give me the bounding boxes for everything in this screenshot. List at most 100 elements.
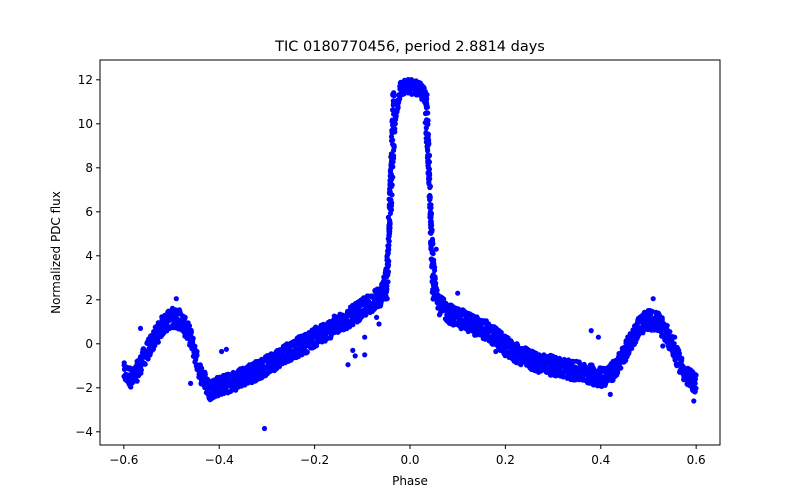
data-point <box>188 329 194 335</box>
outlier-point <box>345 362 351 368</box>
data-point <box>386 233 392 239</box>
data-point <box>679 355 685 361</box>
data-points <box>121 77 699 432</box>
outlier-point <box>376 321 382 327</box>
data-point <box>423 98 429 104</box>
data-point <box>384 274 390 280</box>
data-point <box>388 160 394 166</box>
data-point <box>426 181 432 187</box>
data-point <box>387 181 393 187</box>
data-point <box>693 385 699 391</box>
x-tick-label: −0.4 <box>205 453 234 467</box>
data-point <box>693 372 699 378</box>
x-tick-label: 0.2 <box>496 453 515 467</box>
data-point <box>430 288 437 294</box>
data-point <box>667 329 673 335</box>
outlier-point <box>223 346 229 352</box>
data-point <box>423 110 430 116</box>
data-point <box>428 245 434 251</box>
data-point <box>339 312 345 318</box>
outlier-point <box>688 378 695 384</box>
data-point <box>425 135 431 141</box>
data-point <box>659 315 665 321</box>
plot-frame <box>99 59 721 446</box>
data-point <box>428 241 434 247</box>
data-point <box>390 137 396 143</box>
data-point <box>427 211 433 217</box>
data-point <box>138 367 144 373</box>
outlier-point <box>350 347 356 353</box>
outlier-point <box>207 394 213 400</box>
outlier-point <box>660 343 666 349</box>
data-point <box>194 348 200 355</box>
y-tick-label: 2 <box>85 293 93 307</box>
outlier-point <box>188 380 194 386</box>
data-point <box>424 91 430 98</box>
data-point <box>390 98 396 104</box>
data-point <box>350 318 356 324</box>
data-point <box>664 323 670 329</box>
y-tick-label: 8 <box>85 161 93 175</box>
outlier-point <box>502 352 508 358</box>
data-point <box>383 289 390 295</box>
data-point <box>390 102 396 108</box>
outlier-point <box>588 328 594 334</box>
data-point <box>424 104 430 110</box>
data-point <box>576 360 582 366</box>
data-point <box>430 296 436 302</box>
data-point <box>429 222 435 229</box>
data-point <box>430 273 436 279</box>
outlier-point <box>455 290 461 296</box>
data-point <box>385 248 391 254</box>
data-point <box>190 336 196 343</box>
y-tick-label: 10 <box>78 117 93 131</box>
data-point <box>391 111 397 117</box>
data-point <box>432 267 438 273</box>
outlier-point <box>493 348 499 355</box>
data-point <box>429 258 435 264</box>
data-point <box>397 96 403 102</box>
y-tick-label: −4 <box>75 425 93 439</box>
data-point <box>142 361 148 367</box>
y-tick-label: 0 <box>85 337 93 351</box>
y-tick-label: 12 <box>78 73 93 87</box>
data-point <box>427 176 433 182</box>
data-point <box>199 365 205 371</box>
data-point <box>425 148 431 154</box>
outlier-point <box>672 334 678 340</box>
data-point <box>386 238 392 244</box>
x-tick-label: −0.2 <box>300 453 329 467</box>
data-point <box>428 202 434 208</box>
data-point <box>386 242 392 248</box>
outlier-point <box>650 296 656 302</box>
outlier-point <box>137 325 144 331</box>
data-point <box>134 378 140 384</box>
data-point <box>427 196 433 202</box>
data-point <box>395 105 401 111</box>
outlier-point <box>595 334 602 340</box>
data-point <box>387 188 393 194</box>
outlier-point <box>362 352 368 358</box>
data-point <box>388 171 394 177</box>
data-point <box>389 128 395 134</box>
data-point <box>429 279 435 285</box>
outlier-point <box>691 398 697 404</box>
y-tick-label: 4 <box>85 249 93 263</box>
outlier-point <box>607 391 613 397</box>
data-point <box>388 197 394 203</box>
y-tick-label: −2 <box>75 381 93 395</box>
data-point <box>363 310 369 316</box>
outlier-point <box>261 425 268 432</box>
data-point <box>202 371 208 378</box>
data-point <box>425 121 431 127</box>
data-point <box>388 165 394 171</box>
data-point <box>155 339 161 345</box>
outlier-point <box>147 352 153 358</box>
data-point <box>428 230 434 236</box>
y-tick-label: 6 <box>85 205 93 219</box>
x-tick-label: 0.4 <box>591 453 610 467</box>
data-point <box>186 323 193 329</box>
data-point <box>385 279 391 285</box>
data-point <box>383 296 389 302</box>
